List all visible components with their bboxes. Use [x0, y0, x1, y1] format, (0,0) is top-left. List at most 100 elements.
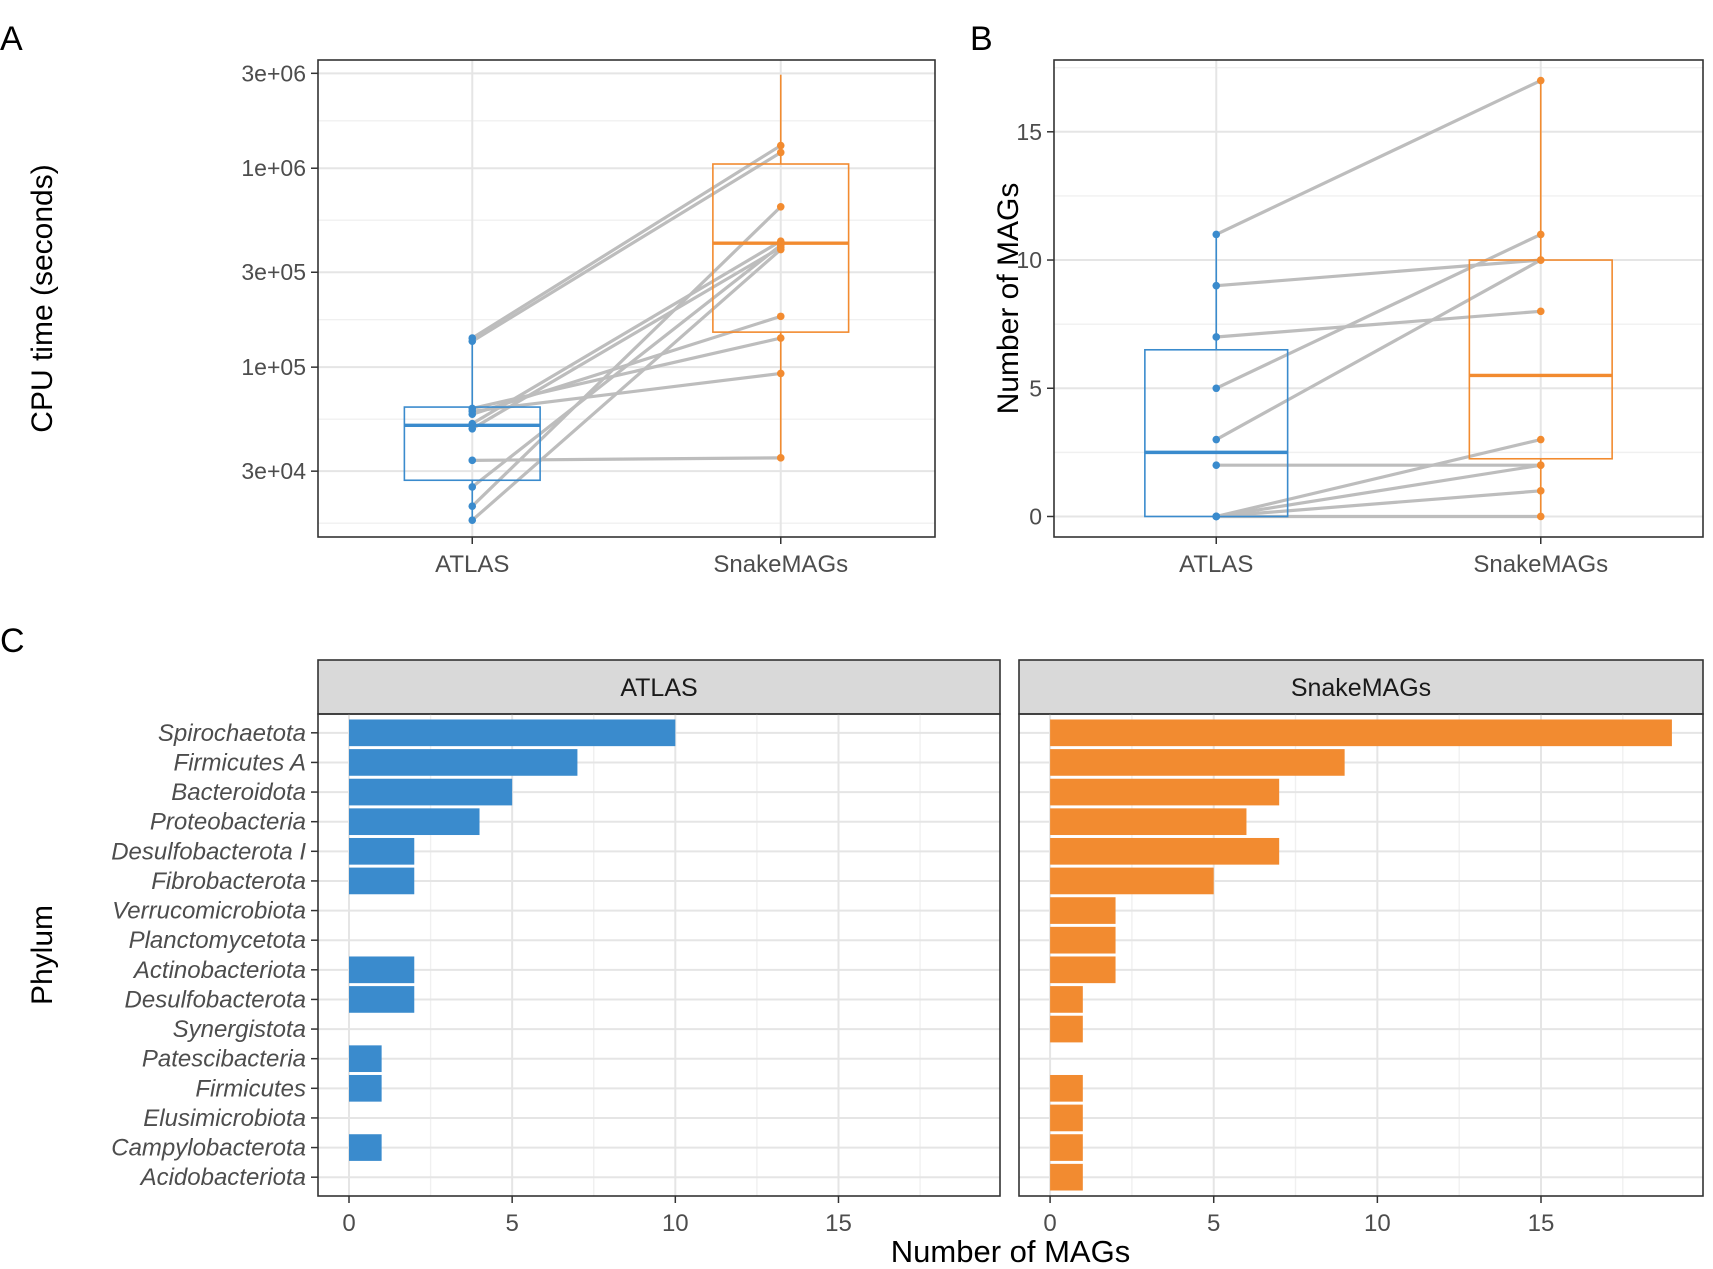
pair-line: [1214, 437, 1543, 519]
y-axis-label: CPU time (seconds): [26, 164, 59, 432]
point-snakemags: [776, 141, 785, 150]
panel-border: [1053, 59, 1704, 538]
point-atlas: [1212, 384, 1221, 393]
point-snakemags: [1536, 512, 1545, 521]
point-snakemags: [776, 334, 785, 342]
point-atlas: [1212, 512, 1221, 521]
panel-label-c: C: [0, 622, 25, 660]
pair-line: [470, 150, 783, 343]
x-tick-label: 15: [825, 1210, 852, 1237]
x-tick-label: SnakeMAGs: [713, 551, 848, 578]
bar: [1050, 808, 1247, 836]
y-tick-label: Elusimicrobiota: [143, 1105, 306, 1132]
x-tick-label: ATLAS: [435, 551, 509, 578]
y-tick-label: Desulfobacterota: [125, 986, 306, 1013]
y-tick-label: Firmicutes: [195, 1075, 306, 1102]
point-snakemags: [1536, 487, 1545, 495]
facet-strip-label: ATLAS: [620, 674, 697, 702]
point-snakemags: [1536, 307, 1545, 316]
point-snakemags: [776, 202, 785, 211]
y-tick-label: 1e+05: [241, 354, 306, 380]
y-tick-label: Proteobacteria: [150, 809, 306, 836]
bar: [1050, 897, 1116, 924]
point-atlas: [468, 424, 477, 433]
point-atlas: [468, 516, 477, 525]
bar: [349, 956, 415, 984]
bar: [1050, 1163, 1083, 1191]
pair-line: [1214, 258, 1543, 288]
pair-line: [470, 143, 783, 340]
bar: [349, 749, 578, 776]
y-tick-label: Synergistota: [173, 1016, 306, 1043]
bar: [349, 808, 480, 836]
point-snakemags: [776, 454, 785, 462]
bar: [1050, 778, 1280, 806]
x-tick-label: SnakeMAGs: [1473, 551, 1608, 578]
point-atlas: [468, 502, 477, 510]
panel-label-b: B: [970, 20, 993, 58]
bar: [1050, 749, 1345, 776]
point-atlas: [1212, 435, 1221, 444]
pair-line: [1214, 232, 1543, 390]
pair-line: [470, 239, 783, 426]
facet-snakemags: SnakeMAGs 0 5 10 15: [1018, 659, 1704, 1237]
pair-line: [1214, 463, 1543, 519]
bar: [349, 719, 676, 747]
bar: [1050, 837, 1280, 865]
y-tick-label: Spirochaetota: [158, 720, 306, 747]
pair-line: [1214, 489, 1543, 519]
pair-line: [470, 243, 783, 489]
y-tick-label: 0: [1029, 503, 1042, 529]
bar: [1050, 986, 1083, 1013]
x-tick-label: 10: [1364, 1210, 1391, 1237]
pair-line: [1214, 309, 1543, 339]
point-snakemags: [1536, 435, 1545, 444]
bar: [349, 986, 415, 1013]
y-tick-label: 3e+06: [241, 60, 306, 86]
bar: [1050, 926, 1116, 954]
y-tick-label: Planctomycetota: [129, 927, 306, 954]
point-atlas: [1212, 281, 1221, 290]
point-atlas: [1212, 333, 1221, 341]
pair-line: [1214, 78, 1543, 236]
y-tick-label: Acidobacteriota: [139, 1164, 306, 1191]
pair-line: [470, 456, 783, 462]
y-axis-label: Phylum: [26, 905, 59, 1005]
y-tick-label: Bacteroidota: [171, 779, 306, 806]
point-snakemags: [776, 148, 785, 157]
y-tick-label: 3e+04: [241, 458, 306, 484]
panel-border: [317, 713, 1001, 1197]
y-tick-label: Fibrobacterota: [151, 868, 306, 895]
point-snakemags: [1536, 230, 1545, 239]
pair-line: [470, 245, 783, 431]
y-tick-label: 10: [1016, 247, 1042, 273]
bar: [1050, 1015, 1083, 1043]
x-tick-label: 15: [1528, 1210, 1555, 1237]
x-axis-label: Number of MAGs: [891, 1234, 1130, 1269]
facet-strip-label: SnakeMAGs: [1291, 674, 1431, 702]
panel-border: [317, 59, 936, 538]
bar: [349, 1074, 382, 1102]
y-tick-label: 15: [1016, 119, 1042, 145]
bar: [1050, 1134, 1083, 1161]
point-atlas: [468, 456, 477, 465]
bar: [349, 867, 415, 895]
panel-a: 3e+04 1e+05 3e+05 1e+06 3e+06 ATLAS SnakeMAGs C…: [26, 59, 936, 578]
y-tick-label: Actinobacteriota: [132, 957, 306, 984]
bar: [349, 1134, 382, 1161]
bar: [1050, 1074, 1083, 1102]
pair-line: [470, 205, 783, 508]
point-atlas: [1212, 230, 1221, 239]
y-tick-label: Verrucomicrobiota: [112, 898, 306, 925]
panel-b: 0 5 10 15 ATLAS SnakeMAGs Number of MAGs: [992, 59, 1704, 578]
panel-border: [1018, 713, 1704, 1197]
y-tick-label: Patescibacteria: [142, 1046, 306, 1073]
bar: [349, 778, 513, 806]
pair-line: [470, 371, 783, 413]
bar: [349, 1045, 382, 1073]
point-snakemags: [1536, 76, 1545, 85]
x-tick-label: 0: [342, 1210, 355, 1237]
x-tick-label: 5: [505, 1210, 518, 1237]
y-tick-label: 3e+05: [241, 259, 306, 285]
point-atlas: [468, 483, 477, 491]
